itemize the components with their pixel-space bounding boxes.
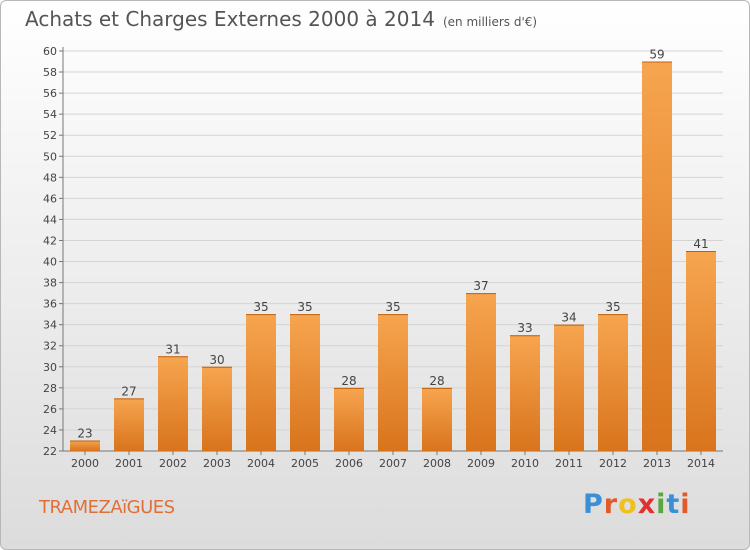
x-tick-label: 2009 [467,457,495,470]
value-label: 27 [121,384,136,398]
y-tick-label: 24 [43,424,57,437]
x-tick-label: 2005 [291,457,319,470]
logo-letter: r [603,489,619,520]
x-tick-label: 2007 [379,457,407,470]
bar-2000 [70,440,100,451]
value-label: 28 [429,374,444,388]
bar-2006 [334,387,364,451]
value-label: 35 [297,300,312,314]
bar-2013 [642,61,672,452]
x-tick-label: 2013 [643,457,671,470]
bar-2012 [598,314,628,451]
y-tick-label: 48 [43,171,57,184]
bar-2002 [158,356,188,451]
y-tick-label: 36 [43,298,57,311]
chart-title: Achats et Charges Externes 2000 à 2014 (e… [25,7,537,31]
y-tick-label: 22 [43,445,57,458]
x-tick-label: 2004 [247,457,275,470]
x-tick-label: 2006 [335,457,363,470]
title-text: Achats et Charges Externes 2000 à 2014 [25,7,435,31]
x-tick-label: 2012 [599,457,627,470]
logo-letter: P [583,489,604,520]
bar-2008 [422,387,452,451]
y-tick-label: 26 [43,403,57,416]
x-tick-label: 2010 [511,457,539,470]
bar-2011 [554,324,584,451]
value-label: 37 [473,279,488,293]
value-label: 34 [561,311,576,325]
y-tick-label: 58 [43,66,57,79]
y-tick-label: 52 [43,129,57,142]
commune-name: TRAMEZAïGUES [39,497,175,518]
y-tick-label: 34 [43,319,57,332]
label-layer: 23 2000 27 2001 31 2002 30 2003 35 2004 35 2005 28 20… [71,48,715,470]
proxiti-logo: Proxiti [583,489,691,520]
logo-letter: o [618,489,638,520]
value-label: 35 [605,300,620,314]
bar-layer [70,61,716,452]
chart-subtitle: (en milliers d'€) [442,15,538,29]
bar-2003 [202,366,232,451]
value-label: 30 [209,353,224,367]
value-label: 33 [517,321,532,335]
value-label: 59 [649,48,664,62]
x-tick-label: 2014 [687,457,715,470]
x-tick-label: 2002 [159,457,187,470]
y-tick-label: 50 [43,150,57,163]
y-tick-label: 46 [43,192,57,205]
bar-2010 [510,335,540,451]
bar-2001 [114,398,144,451]
y-tick-label: 56 [43,87,57,100]
y-tick-label: 32 [43,340,57,353]
bar-2009 [466,293,496,451]
logo-letter: t [666,489,681,520]
logo-letter: x [637,489,657,520]
value-label: 23 [77,426,92,440]
logo-letter: i [656,489,667,520]
value-label: 35 [253,300,268,314]
x-tick-label: 2011 [555,457,583,470]
bar-2005 [290,314,320,451]
value-label: 31 [165,342,180,356]
x-tick-label: 2003 [203,457,231,470]
y-tick-label: 30 [43,361,57,374]
x-tick-label: 2000 [71,457,99,470]
y-tick-label: 38 [43,277,57,290]
bar-2007 [378,314,408,451]
y-tick-label: 60 [43,45,57,58]
bar-2014 [686,251,716,451]
x-tick-label: 2001 [115,457,143,470]
y-tick-label: 44 [43,213,57,226]
value-label: 28 [341,374,356,388]
x-tick-label: 2008 [423,457,451,470]
y-tick-label: 54 [43,108,57,121]
value-label: 35 [385,300,400,314]
y-tick-label: 28 [43,382,57,395]
y-tick-label: 42 [43,234,57,247]
value-label: 41 [693,237,708,251]
bar-2004 [246,314,276,451]
y-tick-label: 40 [43,256,57,269]
logo-letter: i [680,489,691,520]
